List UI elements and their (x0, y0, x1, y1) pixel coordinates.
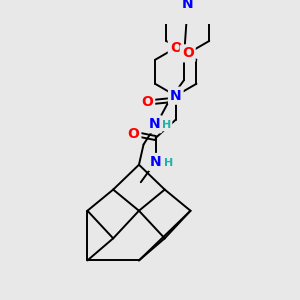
Text: H: H (164, 158, 173, 168)
Text: O: O (182, 46, 194, 60)
Text: N: N (149, 117, 161, 131)
Text: H: H (162, 120, 171, 130)
Text: O: O (170, 41, 182, 55)
Text: N: N (170, 89, 182, 103)
Text: N: N (182, 0, 194, 11)
Text: O: O (128, 128, 140, 141)
Text: O: O (141, 95, 153, 109)
Text: N: N (150, 155, 161, 169)
